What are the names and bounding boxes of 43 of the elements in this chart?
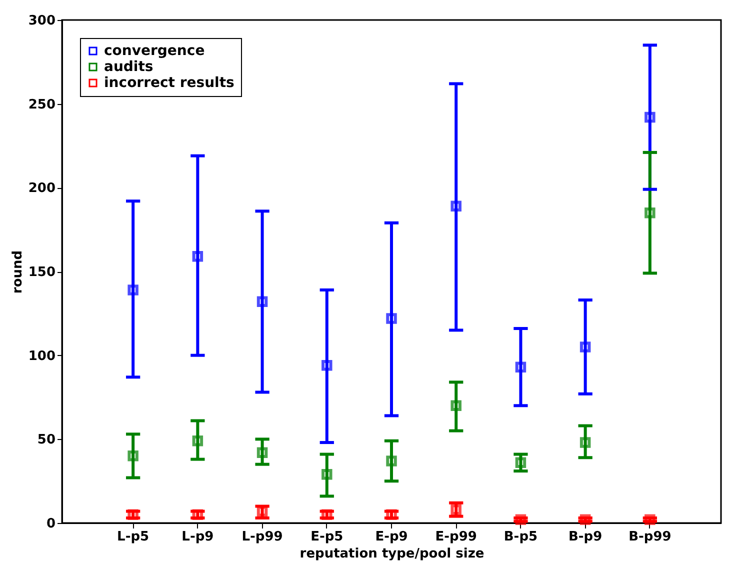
point	[580, 437, 591, 448]
legend-label: incorrect results	[104, 75, 234, 91]
legend-label: convergence	[104, 43, 205, 59]
y-tick-label: 0	[46, 516, 56, 532]
point	[192, 251, 204, 262]
point	[515, 362, 526, 372]
point	[386, 313, 397, 324]
x-tick-label: L-p5	[117, 530, 150, 544]
y-axis-title: round	[10, 250, 26, 294]
y-tick-label: 200	[28, 181, 56, 196]
point	[322, 360, 332, 371]
point	[450, 200, 462, 212]
point	[192, 435, 204, 446]
legend-label: audits	[104, 59, 154, 75]
point	[450, 400, 462, 412]
point	[256, 296, 268, 308]
x-axis-title: reputation type/pool size	[300, 546, 484, 562]
point	[128, 284, 138, 296]
y-tick-label: 250	[28, 97, 56, 112]
x-tick-label: E-p9	[375, 530, 408, 544]
point	[644, 112, 656, 123]
point	[256, 447, 268, 458]
x-tick-label: L-p99	[242, 530, 283, 544]
x-tick-label: L-p9	[182, 530, 214, 544]
point	[386, 456, 397, 466]
x-tick-label: B-p9	[568, 530, 602, 544]
y-tick-label: 300	[28, 14, 56, 28]
point	[515, 457, 526, 468]
point	[515, 514, 526, 526]
x-tick-label: B-p5	[504, 530, 538, 544]
x-tick-label: E-p5	[310, 530, 344, 544]
point	[128, 450, 138, 462]
point	[580, 514, 591, 526]
y-tick-label: 150	[28, 265, 56, 280]
point	[644, 207, 656, 218]
point	[322, 469, 332, 480]
x-tick-label: E-p99	[435, 530, 477, 544]
point	[450, 504, 462, 515]
point	[580, 342, 591, 352]
y-tick-label: 100	[28, 348, 56, 364]
x-tick-label: B-p99	[628, 530, 672, 544]
point	[644, 514, 656, 526]
y-tick-label: 50	[37, 432, 56, 448]
